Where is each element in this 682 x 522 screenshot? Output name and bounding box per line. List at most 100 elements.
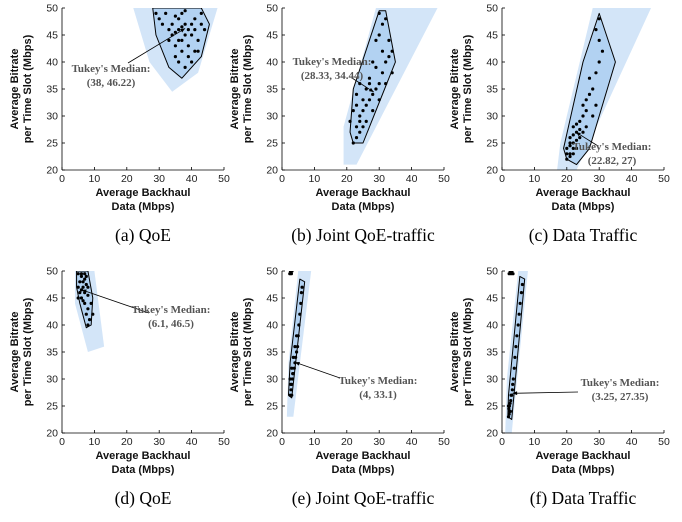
data-point xyxy=(167,28,171,32)
y-tick-label: 35 xyxy=(486,84,498,96)
data-point xyxy=(384,17,388,21)
data-point xyxy=(574,122,579,126)
data-point xyxy=(291,355,295,359)
data-point xyxy=(581,130,585,134)
x-tick-label: 20 xyxy=(561,436,573,448)
median-value: (6.1, 46.5) xyxy=(148,318,194,330)
panel-d: 0 10 20 30 40 50 20 25 30 35 40 45 50 Average Backhau… xyxy=(9,266,230,509)
data-point xyxy=(390,49,394,53)
data-point xyxy=(351,141,355,145)
svg-text:per Time Slot (Mbps): per Time Slot (Mbps) xyxy=(242,34,254,143)
y-tick-label: 35 xyxy=(46,347,58,359)
data-point xyxy=(507,407,511,411)
svg-text:Average Bitrate: Average Bitrate xyxy=(9,312,21,393)
data-point xyxy=(568,152,572,156)
data-point xyxy=(571,141,575,145)
data-point xyxy=(587,92,592,96)
y-tick-label: 50 xyxy=(266,266,278,278)
data-point xyxy=(290,271,294,273)
data-point xyxy=(374,65,378,69)
median-value: (4, 33.1) xyxy=(359,389,397,401)
data-point xyxy=(578,119,582,123)
data-point xyxy=(380,22,385,26)
data-point xyxy=(380,49,385,53)
x-tick-label: 10 xyxy=(529,436,541,448)
data-point xyxy=(387,38,391,43)
data-point xyxy=(591,87,595,91)
data-point xyxy=(81,299,85,303)
data-point xyxy=(293,361,297,365)
data-point xyxy=(199,11,203,15)
y-tick-label: 25 xyxy=(266,138,278,150)
median-label: Tukey's Median: xyxy=(581,377,660,389)
x-tick-label: 0 xyxy=(279,436,285,448)
data-point xyxy=(180,49,184,53)
y-tick-label: 50 xyxy=(486,266,498,278)
data-point xyxy=(299,301,303,305)
svg-text:per Time Slot (Mbps): per Time Slot (Mbps) xyxy=(22,34,34,143)
data-point xyxy=(193,28,197,32)
y-tick-label: 20 xyxy=(266,165,278,177)
data-point xyxy=(361,98,365,102)
median-label: Tukey's Median: xyxy=(72,63,151,75)
x-tick-label: 30 xyxy=(593,173,605,185)
data-point xyxy=(154,11,158,15)
data-point xyxy=(516,323,520,327)
x-tick-label: 50 xyxy=(658,173,670,185)
data-point xyxy=(568,144,572,148)
x-tick-label: 50 xyxy=(218,436,230,448)
data-point xyxy=(358,114,362,118)
x-tick-label: 50 xyxy=(658,436,670,448)
data-point xyxy=(164,11,168,15)
data-point xyxy=(371,60,375,64)
data-point xyxy=(297,323,301,327)
panel-e: 0 10 20 30 40 50 20 25 30 35 40 45 50 Average Backhau… xyxy=(229,266,450,509)
x-tick-label: 40 xyxy=(626,173,638,185)
svg-text:Average Bitrate: Average Bitrate xyxy=(9,49,21,130)
data-point xyxy=(354,103,359,107)
x-tick-label: 20 xyxy=(341,173,353,185)
x-axis-label: Data (Mbps) xyxy=(332,201,395,213)
data-point xyxy=(177,38,181,43)
data-point xyxy=(387,55,391,59)
data-point xyxy=(594,71,598,75)
data-point xyxy=(294,355,298,359)
y-tick-label: 35 xyxy=(266,347,278,359)
x-axis-label: Data (Mbps) xyxy=(552,464,615,476)
data-point xyxy=(519,291,524,295)
data-point xyxy=(591,114,595,118)
svg-text:Average Bitrate: Average Bitrate xyxy=(449,312,461,393)
plot-area xyxy=(133,8,218,92)
data-point xyxy=(196,38,200,43)
data-point xyxy=(292,366,296,370)
median-arrow xyxy=(127,28,186,64)
data-point xyxy=(364,119,368,123)
data-point xyxy=(186,55,190,59)
data-point xyxy=(511,377,515,381)
y-tick-label: 25 xyxy=(46,401,58,413)
data-point xyxy=(568,136,572,140)
data-point xyxy=(597,60,601,64)
data-point xyxy=(377,11,381,15)
y-tick-label: 30 xyxy=(486,111,498,123)
panel-caption: (f) Data Traffic xyxy=(530,488,637,508)
data-point xyxy=(299,291,304,295)
data-point xyxy=(371,92,375,96)
svg-text:Average Bitrate: Average Bitrate xyxy=(229,312,241,393)
data-point xyxy=(568,154,572,159)
x-tick-label: 20 xyxy=(121,173,133,185)
data-point xyxy=(358,130,362,134)
y-tick-label: 40 xyxy=(266,320,278,332)
y-axis-label: Average Bitrate per Time Slot (Mbps) xyxy=(449,34,474,143)
y-tick-label: 25 xyxy=(486,401,498,413)
data-point xyxy=(180,38,184,43)
y-tick-label: 50 xyxy=(486,3,498,15)
data-point xyxy=(202,28,207,32)
panel-caption: (b) Joint QoE-traffic xyxy=(291,225,435,245)
data-point xyxy=(173,14,177,18)
depth-contour xyxy=(152,8,210,79)
data-point xyxy=(84,312,88,316)
data-point xyxy=(354,136,359,140)
data-point xyxy=(76,285,80,289)
data-point xyxy=(594,28,598,32)
